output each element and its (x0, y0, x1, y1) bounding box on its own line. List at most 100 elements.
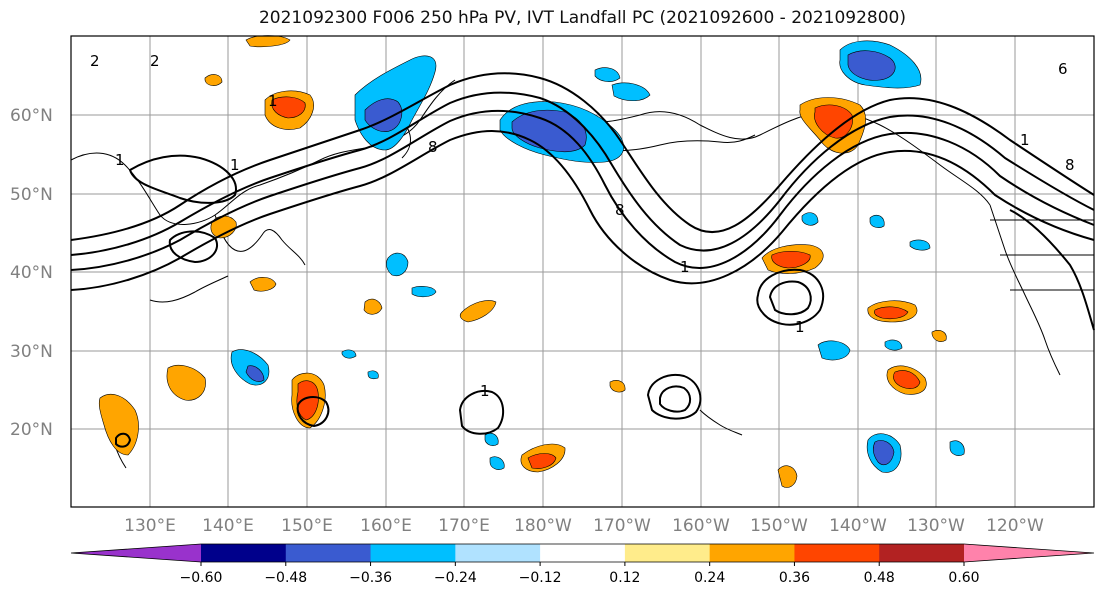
colorbar-tick-label: 0.60 (948, 570, 979, 586)
negative-anomaly (869, 214, 885, 228)
pv-contour (168, 230, 218, 264)
lon-label: 120°W (986, 516, 1044, 536)
lon-label: 170°E (438, 516, 490, 536)
negative-anomaly (801, 212, 819, 226)
pv-contour (70, 130, 1095, 291)
pv-contour (1009, 209, 1095, 331)
hawaii (699, 409, 743, 436)
negative-anomaly-core (873, 440, 895, 465)
lon-label: 160°E (360, 516, 412, 536)
colorbar: −0.60 −0.48 −0.36 −0.24 −0.12 0.12 0.24 0.36 0.4… (70, 543, 1095, 586)
positive-anomaly-core (814, 104, 853, 139)
korea-japan (214, 214, 306, 266)
positive-anomaly-core (874, 306, 909, 320)
colorbar-segment (709, 544, 795, 562)
pv-contour (70, 91, 1095, 256)
colorbar-tick-label: 0.48 (864, 570, 895, 586)
contour-label: 1 (680, 258, 690, 276)
colorbar-segment (794, 544, 880, 562)
positive-anomaly-core (271, 96, 306, 119)
contour-label: 1 (230, 156, 240, 174)
contour-label: 1 (480, 382, 490, 400)
pv-contour (115, 432, 132, 448)
colorbar-segment (879, 544, 965, 562)
pv-contour (70, 72, 1095, 241)
negative-anomaly (884, 339, 903, 351)
positive-anomaly (363, 298, 383, 315)
negative-anomaly (411, 286, 437, 298)
colorbar-segment (370, 544, 456, 562)
negative-anomaly-core (847, 50, 896, 81)
colorbar-tick-label: −0.48 (264, 570, 307, 586)
contour-label: 1 (1020, 131, 1030, 149)
contour-labels: 1 1 1 2 2 6 8 8 1 1 1 8 1 (90, 52, 1075, 400)
lon-label: 180°W (514, 516, 572, 536)
negative-anomaly (489, 456, 505, 470)
colorbar-segment (624, 544, 711, 562)
aleutians (599, 134, 756, 152)
negative-anomaly-core (245, 365, 265, 382)
colorbar-tick-label: −0.36 (349, 570, 392, 586)
lat-label-20n: 20°N (10, 420, 53, 440)
colorbar-tick-label: −0.60 (180, 570, 223, 586)
lon-label: 140°W (829, 516, 887, 536)
pv-contour (296, 396, 330, 428)
pv-contour (458, 390, 505, 435)
lon-label: 130°W (907, 516, 965, 536)
japan-south (149, 275, 229, 303)
lon-label: 160°W (672, 516, 730, 536)
colorbar-segment (455, 544, 541, 562)
colorbar-tick-label: 0.36 (779, 570, 810, 586)
positive-anomaly (931, 330, 947, 342)
na-west-coast (989, 204, 1061, 376)
contour-label: 6 (1058, 60, 1068, 78)
positive-anomaly (609, 380, 626, 393)
lat-label-40n: 40°N (10, 263, 53, 283)
pv-contour (128, 154, 237, 204)
negative-anomaly (611, 82, 651, 102)
positive-anomaly-core (527, 453, 557, 469)
shaded-anomalies (98, 35, 965, 488)
colorbar-tick-label: 0.24 (694, 570, 725, 586)
positive-anomaly (98, 394, 139, 456)
contour-label: 1 (268, 92, 278, 110)
lon-label: 170°W (593, 516, 651, 536)
contour-label: 8 (1065, 156, 1075, 174)
pv-contour (646, 374, 702, 420)
contour-label: 8 (615, 201, 625, 219)
positive-anomaly (459, 300, 497, 323)
lon-label: 130°E (124, 516, 176, 536)
positive-anomaly (166, 365, 206, 401)
lon-label: 150°W (750, 516, 808, 536)
positive-anomaly (249, 277, 277, 292)
contour-label: 1 (795, 318, 805, 336)
negative-anomaly (817, 340, 851, 361)
colorbar-tick-label: −0.12 (519, 570, 562, 586)
lat-label-30n: 30°N (10, 342, 53, 362)
lon-label: 150°E (281, 516, 333, 536)
contour-label: 1 (115, 151, 125, 169)
negative-anomaly (386, 252, 409, 277)
latitude-labels: 60°N 50°N 40°N 30°N 20°N (10, 106, 53, 440)
positive-anomaly (777, 465, 798, 488)
colorbar-segment (201, 544, 287, 562)
lat-label-60n: 60°N (10, 106, 53, 126)
colorbar-segment (285, 544, 372, 562)
contour-label: 2 (90, 52, 100, 70)
negative-anomaly (341, 349, 357, 359)
colorbar-extend-low (71, 544, 201, 562)
chart-title: 2021092300 F006 250 hPa PV, IVT Landfall… (258, 8, 906, 28)
positive-anomaly-core (771, 250, 811, 269)
lon-label: 140°E (202, 516, 254, 536)
pv-contours (70, 72, 1095, 448)
negative-anomaly (949, 440, 965, 456)
contour-label: 8 (428, 138, 438, 156)
pv-contour (756, 268, 825, 326)
negative-anomaly (367, 370, 379, 380)
negative-anomaly (909, 239, 931, 251)
pv-contour (768, 280, 812, 316)
contour-label: 2 (150, 52, 160, 70)
colorbar-tick-label: −0.24 (434, 570, 477, 586)
pv-contour (70, 109, 1095, 271)
